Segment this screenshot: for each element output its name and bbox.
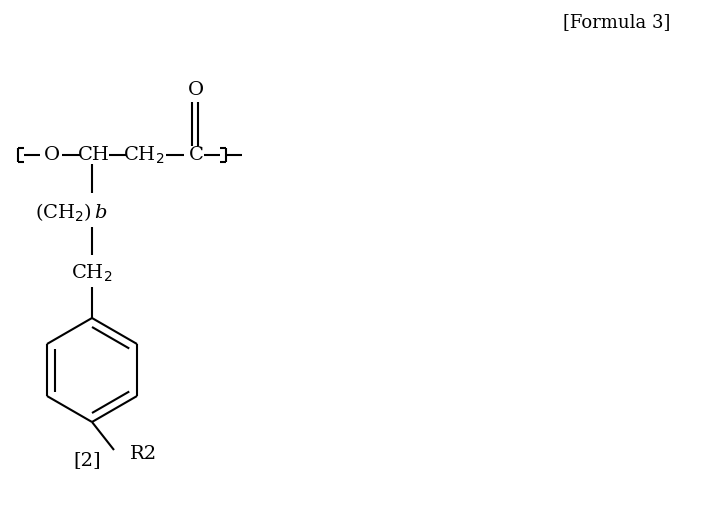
Text: b: b (94, 204, 107, 222)
Text: CH: CH (78, 146, 110, 164)
Text: CH$_2$: CH$_2$ (123, 145, 165, 165)
Text: R2: R2 (130, 445, 157, 463)
Text: CH$_2$: CH$_2$ (71, 263, 112, 283)
Text: (CH$_2$): (CH$_2$) (35, 202, 92, 224)
Text: O: O (44, 146, 60, 164)
Text: [2]: [2] (74, 451, 101, 469)
Text: C: C (189, 146, 204, 164)
Text: O: O (188, 81, 204, 99)
Text: [Formula 3]: [Formula 3] (563, 13, 670, 31)
